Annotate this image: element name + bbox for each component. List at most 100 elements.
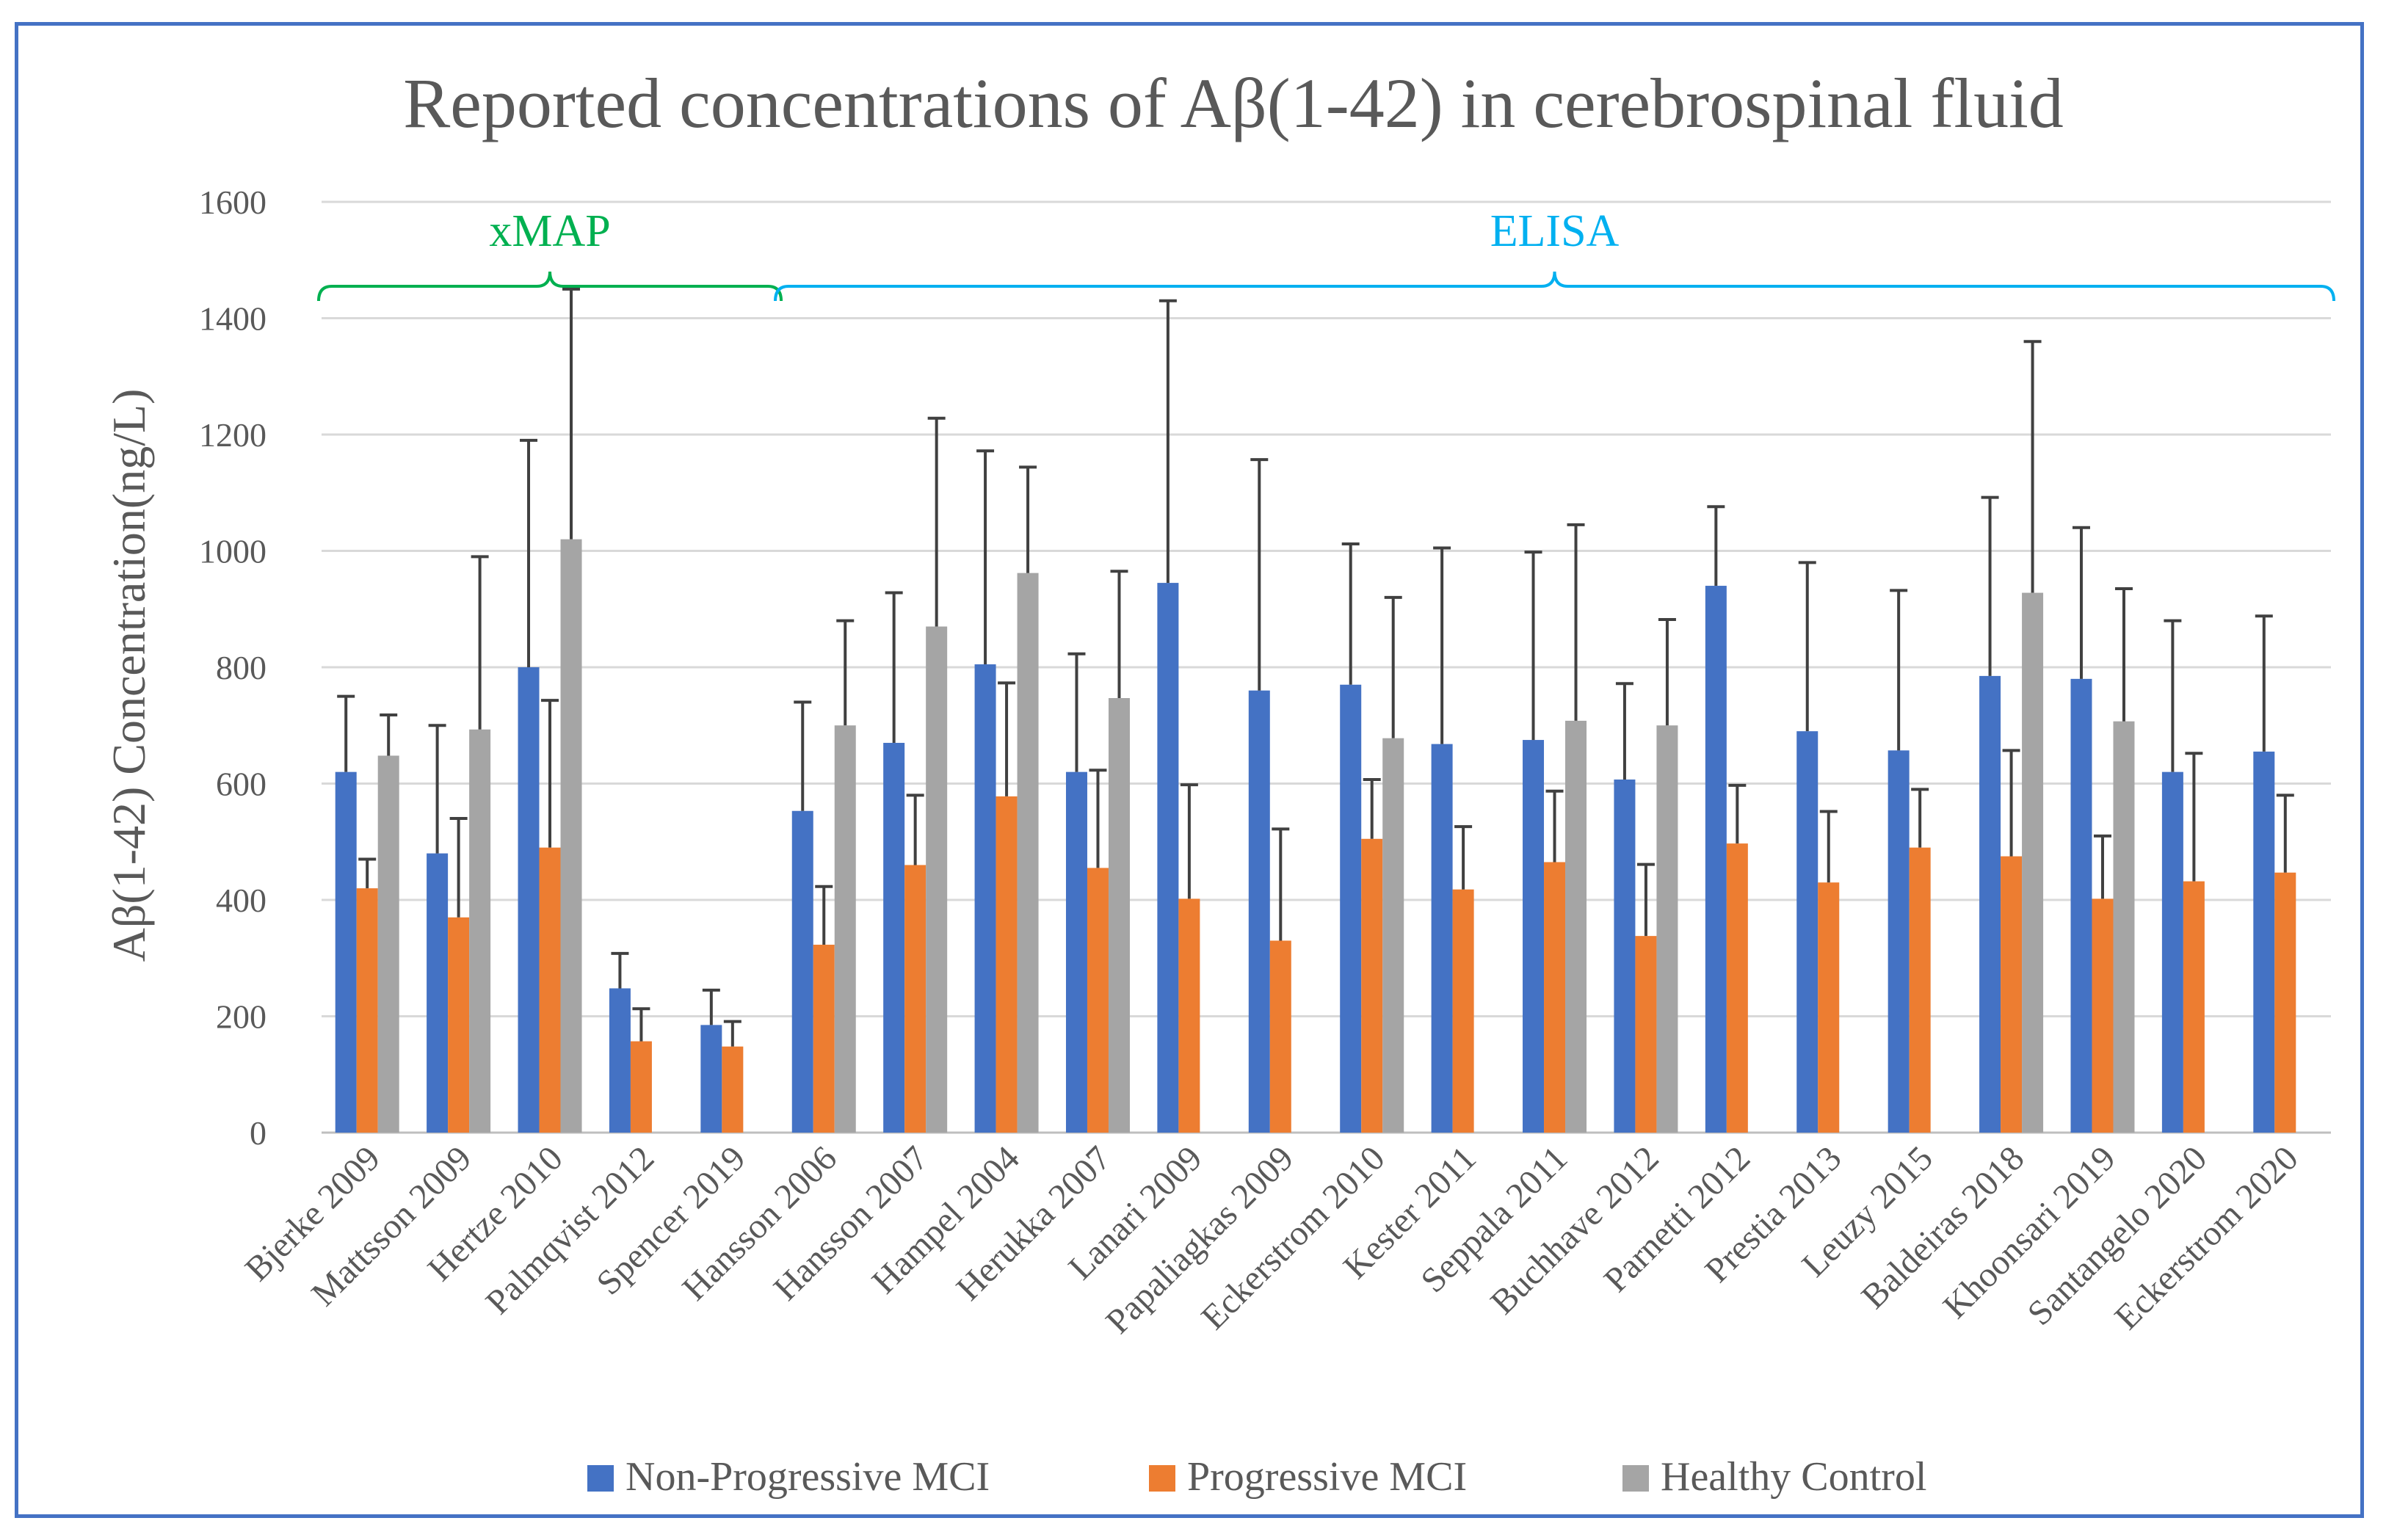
error-bar-1-19 xyxy=(1981,495,1999,676)
bar-2-5 xyxy=(722,1046,744,1133)
error-bar-3-2 xyxy=(471,555,489,730)
x-tick-2: Mattsson 2009 xyxy=(304,1138,479,1313)
bar-2-1 xyxy=(356,888,378,1133)
legend-swatch xyxy=(1149,1465,1175,1492)
error-bar-1-9 xyxy=(1067,652,1086,772)
bar-2-11 xyxy=(1269,940,1291,1133)
error-bar-3-6 xyxy=(836,619,855,726)
error-bar-1-3 xyxy=(520,438,538,667)
error-bar-1-4 xyxy=(611,951,629,989)
bar-2-4 xyxy=(630,1041,652,1133)
y-tick-0: 0 xyxy=(250,1114,266,1152)
y-tick-600: 600 xyxy=(216,766,266,803)
error-bar-3-14 xyxy=(1567,523,1585,721)
bar-1-4 xyxy=(609,988,631,1133)
error-bar-3-15 xyxy=(1658,618,1676,726)
bar-1-1 xyxy=(335,771,357,1133)
error-bar-2-11 xyxy=(1272,827,1290,941)
group-label-elisa: ELISA xyxy=(1490,206,1620,256)
y-axis-label: Aβ(1-42) Concentration(ng/L) xyxy=(103,389,155,962)
error-bar-3-3 xyxy=(562,287,581,540)
grid-lines xyxy=(322,200,2331,1134)
bar-3-2 xyxy=(469,729,491,1133)
error-bar-3-9 xyxy=(1110,570,1128,699)
bar-1-15 xyxy=(1614,779,1636,1133)
bar-1-18 xyxy=(1888,750,1910,1133)
y-tick-200: 200 xyxy=(216,998,266,1036)
error-bar-2-12 xyxy=(1363,777,1381,839)
error-bar-1-16 xyxy=(1707,505,1725,586)
legend-label: Healthy Control xyxy=(1661,1454,1926,1500)
chart: Reported concentrations of Aβ(1-42) in c… xyxy=(103,64,2335,1500)
error-bar-2-6 xyxy=(815,885,833,945)
bar-1-16 xyxy=(1705,586,1727,1133)
error-bar-2-4 xyxy=(632,1007,650,1042)
error-bar-1-12 xyxy=(1341,542,1360,685)
bars xyxy=(335,539,2296,1133)
legend: Non-Progressive MCI Progressive MCI Health… xyxy=(587,1454,1926,1500)
bar-1-14 xyxy=(1523,740,1545,1133)
bar-3-15 xyxy=(1656,725,1678,1133)
bar-1-7 xyxy=(883,743,905,1133)
error-bar-1-21 xyxy=(2164,619,2182,772)
bar-3-20 xyxy=(2113,721,2135,1133)
y-tick-1200: 1200 xyxy=(199,416,266,454)
bar-2-12 xyxy=(1361,838,1383,1133)
legend-swatch xyxy=(1622,1465,1649,1492)
bar-3-6 xyxy=(834,725,856,1133)
group-label-xmap: xMAP xyxy=(489,206,610,256)
bar-1-3 xyxy=(518,667,540,1133)
bar-2-7 xyxy=(904,865,927,1133)
bar-3-19 xyxy=(2022,592,2044,1133)
bar-2-6 xyxy=(813,945,835,1133)
bar-1-9 xyxy=(1065,771,1087,1133)
error-bar-1-6 xyxy=(794,700,812,811)
y-tick-1400: 1400 xyxy=(199,300,266,338)
bar-2-20 xyxy=(2092,898,2114,1133)
bar-2-14 xyxy=(1544,862,1566,1133)
bar-3-3 xyxy=(560,539,582,1133)
y-tick-labels: 0 200 400 600 800 1000 1200 1400 1600 xyxy=(199,184,266,1152)
error-bar-1-15 xyxy=(1615,682,1633,780)
bar-2-19 xyxy=(2001,856,2023,1133)
group-bracket-xmap xyxy=(317,271,783,302)
error-bars xyxy=(337,287,2294,1047)
bar-2-9 xyxy=(1087,868,1109,1133)
error-bar-3-12 xyxy=(1384,595,1402,738)
error-bar-1-2 xyxy=(428,724,446,854)
bar-2-8 xyxy=(996,796,1018,1133)
error-bar-2-9 xyxy=(1089,769,1107,868)
error-bar-1-17 xyxy=(1798,561,1816,732)
legend-item-3: Healthy Control xyxy=(1622,1454,1926,1500)
bar-1-21 xyxy=(2161,771,2183,1133)
error-bar-2-19 xyxy=(2002,749,2020,857)
error-bar-2-5 xyxy=(723,1020,741,1047)
y-tick-400: 400 xyxy=(216,882,266,919)
bar-3-12 xyxy=(1382,738,1404,1133)
method-group-brackets: xMAP ELISA xyxy=(317,206,2335,302)
bar-1-22 xyxy=(2253,751,2275,1133)
bar-1-11 xyxy=(1248,690,1270,1133)
bar-1-5 xyxy=(700,1025,722,1133)
legend-item-2: Progressive MCI xyxy=(1149,1454,1467,1500)
bar-1-10 xyxy=(1157,583,1179,1133)
bar-2-22 xyxy=(2274,872,2296,1133)
legend-label: Non-Progressive MCI xyxy=(625,1454,990,1500)
bar-3-7 xyxy=(926,626,948,1133)
error-bar-3-8 xyxy=(1019,465,1037,573)
error-bar-2-10 xyxy=(1180,783,1198,899)
y-tick-1000: 1000 xyxy=(199,533,266,570)
bar-2-17 xyxy=(1818,882,1840,1133)
bar-2-21 xyxy=(2183,881,2205,1133)
error-bar-1-22 xyxy=(2255,614,2273,752)
bar-3-1 xyxy=(377,755,399,1133)
error-bar-1-18 xyxy=(1890,589,1908,751)
bar-2-15 xyxy=(1635,936,1657,1133)
y-tick-800: 800 xyxy=(216,649,266,686)
error-bar-1-20 xyxy=(2072,526,2090,679)
error-bar-2-8 xyxy=(998,681,1016,796)
error-bar-2-17 xyxy=(1819,810,1838,883)
bar-1-20 xyxy=(2070,678,2092,1133)
error-bar-2-14 xyxy=(1545,789,1564,862)
